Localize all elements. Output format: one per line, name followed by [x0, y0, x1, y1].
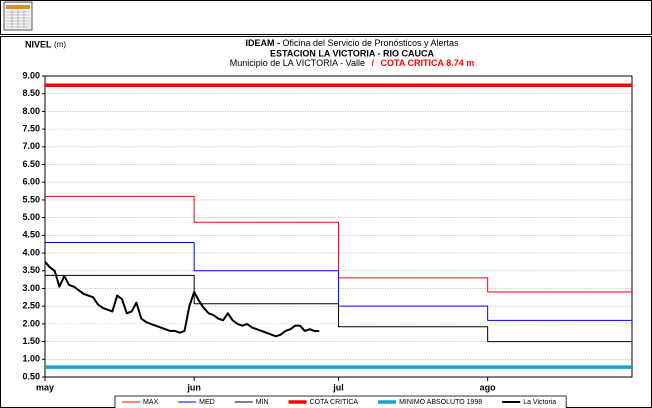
title-bold: IDEAM -	[245, 38, 280, 48]
y-tick-label: 6.00	[22, 177, 40, 187]
separator: /	[372, 58, 375, 68]
series-line	[45, 274, 632, 343]
legend-label: COTA CRITICA	[310, 399, 359, 406]
y-tick-label: 6.50	[22, 159, 40, 169]
y-tick-label: 5.00	[22, 212, 40, 222]
y-axis-label: NIVEL	[25, 39, 52, 49]
plot-frame	[44, 75, 633, 378]
icon-grid	[6, 10, 30, 28]
icon-header	[6, 5, 30, 9]
location-line: Municipio de LA VICTORIA - Valle / COTA …	[230, 58, 474, 68]
y-tick-label: 4.50	[22, 230, 40, 240]
legend-label: La Victoria	[523, 399, 556, 406]
location: Municipio de LA VICTORIA - Valle	[230, 58, 365, 68]
series-line	[45, 241, 632, 321]
chart-title: IDEAM - Oficina del Servicio de Pronósti…	[245, 38, 459, 48]
y-tick-label: 3.50	[22, 265, 40, 275]
x-tick-label: ago	[480, 382, 497, 392]
y-tick-label: 4.00	[22, 247, 40, 257]
series-line	[44, 261, 320, 338]
y-tick-label: 0.50	[22, 371, 40, 381]
legend-label: MIN	[256, 399, 269, 406]
legend-label: MAX	[143, 399, 159, 406]
y-tick-label: 7.50	[22, 123, 40, 133]
x-tick-label: jul	[332, 382, 344, 392]
series-line	[45, 195, 632, 293]
y-tick-label: 8.00	[22, 106, 40, 116]
legend-label: MED	[199, 399, 215, 406]
y-tick-label: 7.00	[22, 141, 40, 151]
y-tick-label: 8.50	[22, 88, 40, 98]
y-tick-label: 2.00	[22, 318, 40, 328]
sheet-icon[interactable]	[3, 1, 33, 31]
legend-box	[114, 395, 567, 408]
legend-label: MINIMO ABSOLUTO 1998	[399, 399, 482, 406]
x-tick-label: may	[36, 382, 54, 392]
chart-subtitle: ESTACION LA VICTORIA - RIO CAUCA	[270, 48, 435, 58]
y-tick-label: 3.00	[22, 283, 40, 293]
y-tick-label: 9.00	[22, 70, 40, 80]
y-tick-label: 1.50	[22, 336, 40, 346]
top-panel	[0, 0, 652, 35]
title-text: Oficina del Servicio de Pronósticos y Al…	[282, 38, 459, 48]
annotation: COTA CRITICA 8.74 m	[381, 58, 475, 68]
y-tick-label: 1.00	[22, 354, 40, 364]
y-axis-unit: (m)	[54, 40, 66, 49]
y-tick-label: 5.50	[22, 194, 40, 204]
legend: MAX MED MIN COTA CRITICA MINIMO ABSOLUTO 199…	[114, 395, 567, 408]
x-tick-label: jun	[186, 382, 201, 392]
y-tick-label: 2.50	[22, 301, 40, 311]
